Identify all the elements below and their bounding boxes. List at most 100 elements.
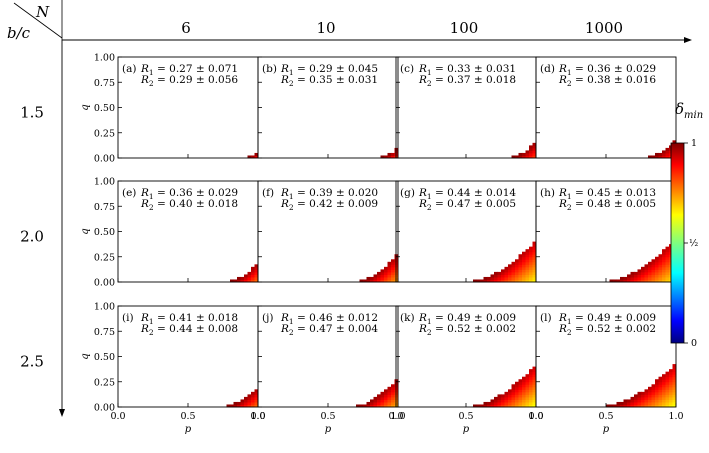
heatmap-region — [511, 142, 537, 159]
heatmap-cell — [672, 379, 677, 383]
heatmap-cell — [644, 396, 649, 400]
heatmap-cell — [529, 381, 533, 385]
heatmap-cell — [251, 274, 255, 278]
heatmap-cell — [529, 391, 533, 395]
heatmap-cell — [662, 274, 666, 278]
heatmap-cell — [230, 404, 234, 408]
heatmap-cell — [380, 399, 385, 403]
heatmap-cell — [662, 391, 666, 395]
heatmap-cell — [525, 254, 530, 258]
heatmap-cell — [247, 276, 252, 280]
heatmap-cell — [672, 384, 677, 388]
heatmap-cell — [244, 401, 248, 405]
y-tick-label: 0.50 — [94, 103, 115, 114]
heatmap-cell — [665, 404, 670, 408]
heatmap-cell — [515, 389, 519, 393]
heatmap-cell — [518, 396, 523, 400]
panel-a: 0.00 0.25 0.50 0.75 1.00 q (a) R1 = 0.27 ± 0.07… — [80, 53, 259, 165]
heatmap-cell — [651, 404, 656, 408]
heatmap-cell — [529, 371, 533, 375]
heatmap-cell — [511, 401, 516, 405]
heatmap-cell — [641, 271, 645, 275]
heatmap-cell — [658, 394, 663, 398]
heatmap-cell — [627, 404, 631, 408]
heatmap-cell — [662, 269, 666, 273]
heatmap-cell — [665, 251, 670, 255]
panel-r2-value: R2 = 0.35 ± 0.031 — [280, 74, 378, 88]
heatmap-cell — [637, 274, 642, 278]
heatmap-cell — [508, 396, 512, 400]
heatmap-cell — [648, 266, 652, 270]
heatmap-cell — [497, 276, 502, 280]
row-header-bc-1.5: 1.5 — [20, 104, 44, 122]
heatmap-cell — [373, 396, 378, 400]
y-tick-label: 1.00 — [94, 53, 115, 64]
heatmap-cell — [394, 266, 399, 270]
heatmap-cell — [490, 276, 495, 280]
heatmap-cell — [247, 401, 252, 405]
heatmap-cell — [366, 279, 371, 283]
heatmap-cell — [380, 401, 385, 405]
x-tick-label: 1.0 — [668, 411, 683, 422]
heatmap-cell — [658, 271, 663, 275]
heatmap-cell — [370, 279, 374, 283]
heatmap-cell — [665, 269, 670, 273]
heatmap-cell — [391, 271, 395, 275]
heatmap-cell — [532, 249, 537, 253]
panel-id-label: (j) — [262, 312, 273, 324]
heatmap-cell — [532, 150, 537, 154]
heatmap-cell — [655, 271, 659, 275]
heatmap-cell — [384, 155, 388, 159]
row-header-bc-2.5: 2.5 — [20, 353, 44, 371]
heatmap-cell — [522, 279, 526, 283]
heatmap-cell — [662, 401, 666, 405]
heatmap-cell — [644, 391, 649, 395]
heatmap-cell — [648, 155, 652, 159]
heatmap-cell — [237, 404, 241, 408]
heatmap-cell — [644, 404, 649, 408]
heatmap-cell — [630, 396, 635, 400]
panel-id-label: (c) — [400, 63, 414, 75]
heatmap-cell — [529, 394, 533, 398]
heatmap-cell — [532, 379, 537, 383]
heatmap-cell — [644, 276, 649, 280]
heatmap-cell — [508, 269, 512, 273]
y-tick-label: 0.00 — [94, 403, 115, 414]
heatmap-cell — [522, 256, 526, 260]
heatmap-cell — [658, 274, 663, 278]
heatmap-cell — [529, 401, 533, 405]
heatmap-cell — [651, 259, 656, 263]
x-tick-label: 1.0 — [390, 411, 405, 422]
heatmap-cell — [522, 264, 526, 268]
heatmap-cell — [637, 399, 642, 403]
y-axis-label: q — [80, 104, 91, 110]
heatmap-cell — [508, 264, 512, 268]
heatmap-cell — [394, 384, 399, 388]
heatmap-cell — [508, 389, 512, 393]
column-header-n-1000: 1000 — [585, 19, 623, 37]
heatmap-cell — [630, 279, 635, 283]
heatmap-cell — [511, 264, 516, 268]
heatmap-cell — [511, 399, 516, 403]
heatmap-cell — [480, 404, 484, 408]
heatmap-cell — [669, 396, 673, 400]
heatmap-cell — [515, 259, 519, 263]
heatmap-cell — [620, 276, 624, 280]
heatmap-cell — [525, 266, 530, 270]
heatmap-cell — [515, 386, 519, 390]
heatmap-cell — [494, 274, 498, 278]
heatmap-cell — [518, 386, 523, 390]
panel-r2-value: R2 = 0.52 ± 0.002 — [558, 323, 656, 337]
heatmap-cell — [529, 264, 533, 268]
heatmap-cell — [655, 152, 659, 156]
heatmap-cell — [394, 386, 399, 390]
heatmap-cell — [648, 261, 652, 265]
heatmap-cell — [637, 271, 642, 275]
heatmap-cell — [662, 394, 666, 398]
heatmap-cell — [377, 394, 381, 398]
x-axis-label: p — [325, 424, 332, 435]
heatmap-cell — [240, 279, 245, 283]
heatmap-cell — [648, 276, 652, 280]
heatmap-cell — [620, 404, 624, 408]
heatmap-cell — [230, 279, 234, 283]
